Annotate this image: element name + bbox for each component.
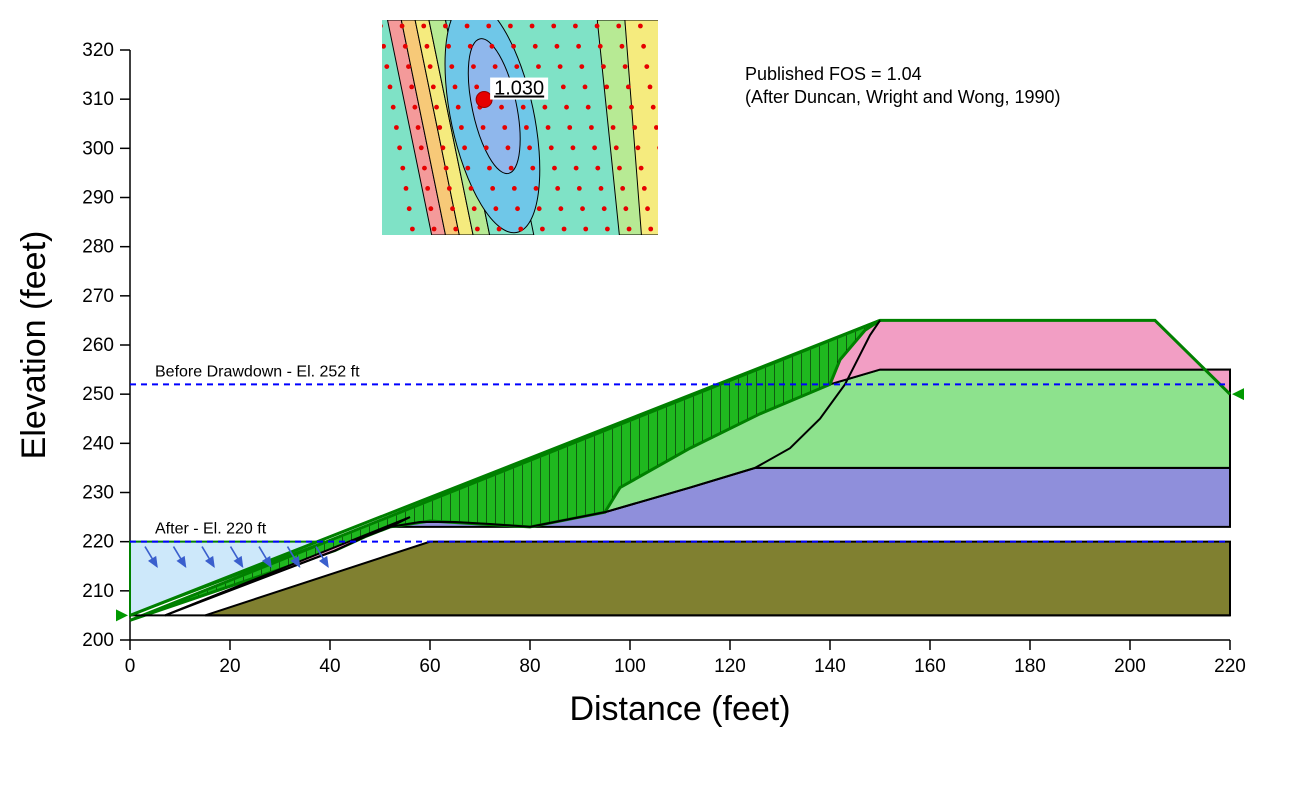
x-tick-label: 120	[714, 656, 746, 677]
x-tick-label: 220	[1214, 656, 1246, 677]
note-0: Published FOS = 1.04	[745, 64, 922, 84]
y-tick-label: 310	[82, 89, 114, 110]
x-tick-label: 140	[814, 656, 846, 677]
note-1: (After Duncan, Wright and Wong, 1990)	[745, 87, 1061, 107]
y-tick-label: 260	[82, 335, 114, 356]
x-tick-label: 80	[519, 656, 540, 677]
svg-text:1.030: 1.030	[494, 78, 544, 100]
x-tick-label: 40	[319, 656, 340, 677]
y-tick-label: 230	[82, 483, 114, 504]
axis-marker-left	[116, 609, 128, 621]
x-tick-label: 0	[125, 656, 136, 677]
chart-svg: 0 20 40 60 80 100 120 140 160 180 200 220 200 210 220 2…	[0, 0, 1308, 791]
x-tick-label: 100	[614, 656, 646, 677]
y-tick-label: 320	[82, 40, 114, 61]
axis-marker-right	[1232, 388, 1244, 400]
x-tick-label: 200	[1114, 656, 1146, 677]
water-line-label-220: After - El. 220 ft	[155, 521, 267, 538]
x-tick-label: 160	[914, 656, 946, 677]
y-tick-label: 240	[82, 433, 114, 454]
y-tick-label: 270	[82, 286, 114, 307]
y-tick-label: 200	[82, 630, 114, 651]
fos-label: 1.030	[490, 78, 548, 100]
region-foundation-layer	[205, 542, 1230, 616]
y-tick-label: 210	[82, 581, 114, 602]
x-tick-label: 180	[1014, 656, 1046, 677]
contour-inset	[378, 0, 680, 241]
x-tick-label: 60	[419, 656, 440, 677]
critical-center	[476, 92, 492, 108]
y-tick-label: 250	[82, 384, 114, 405]
y-tick-label: 290	[82, 188, 114, 209]
x-axis-title: Distance (feet)	[569, 690, 790, 728]
y-axis-title: Elevation (feet)	[15, 231, 53, 460]
x-tick-label: 20	[219, 656, 240, 677]
y-tick-label: 300	[82, 138, 114, 159]
water-line-label-252: Before Drawdown - El. 252 ft	[155, 363, 360, 380]
y-tick-label: 280	[82, 237, 114, 258]
y-tick-label: 220	[82, 532, 114, 553]
slope-stability-chart: { "chart": { "type": "engineering-cross-…	[0, 0, 1308, 791]
